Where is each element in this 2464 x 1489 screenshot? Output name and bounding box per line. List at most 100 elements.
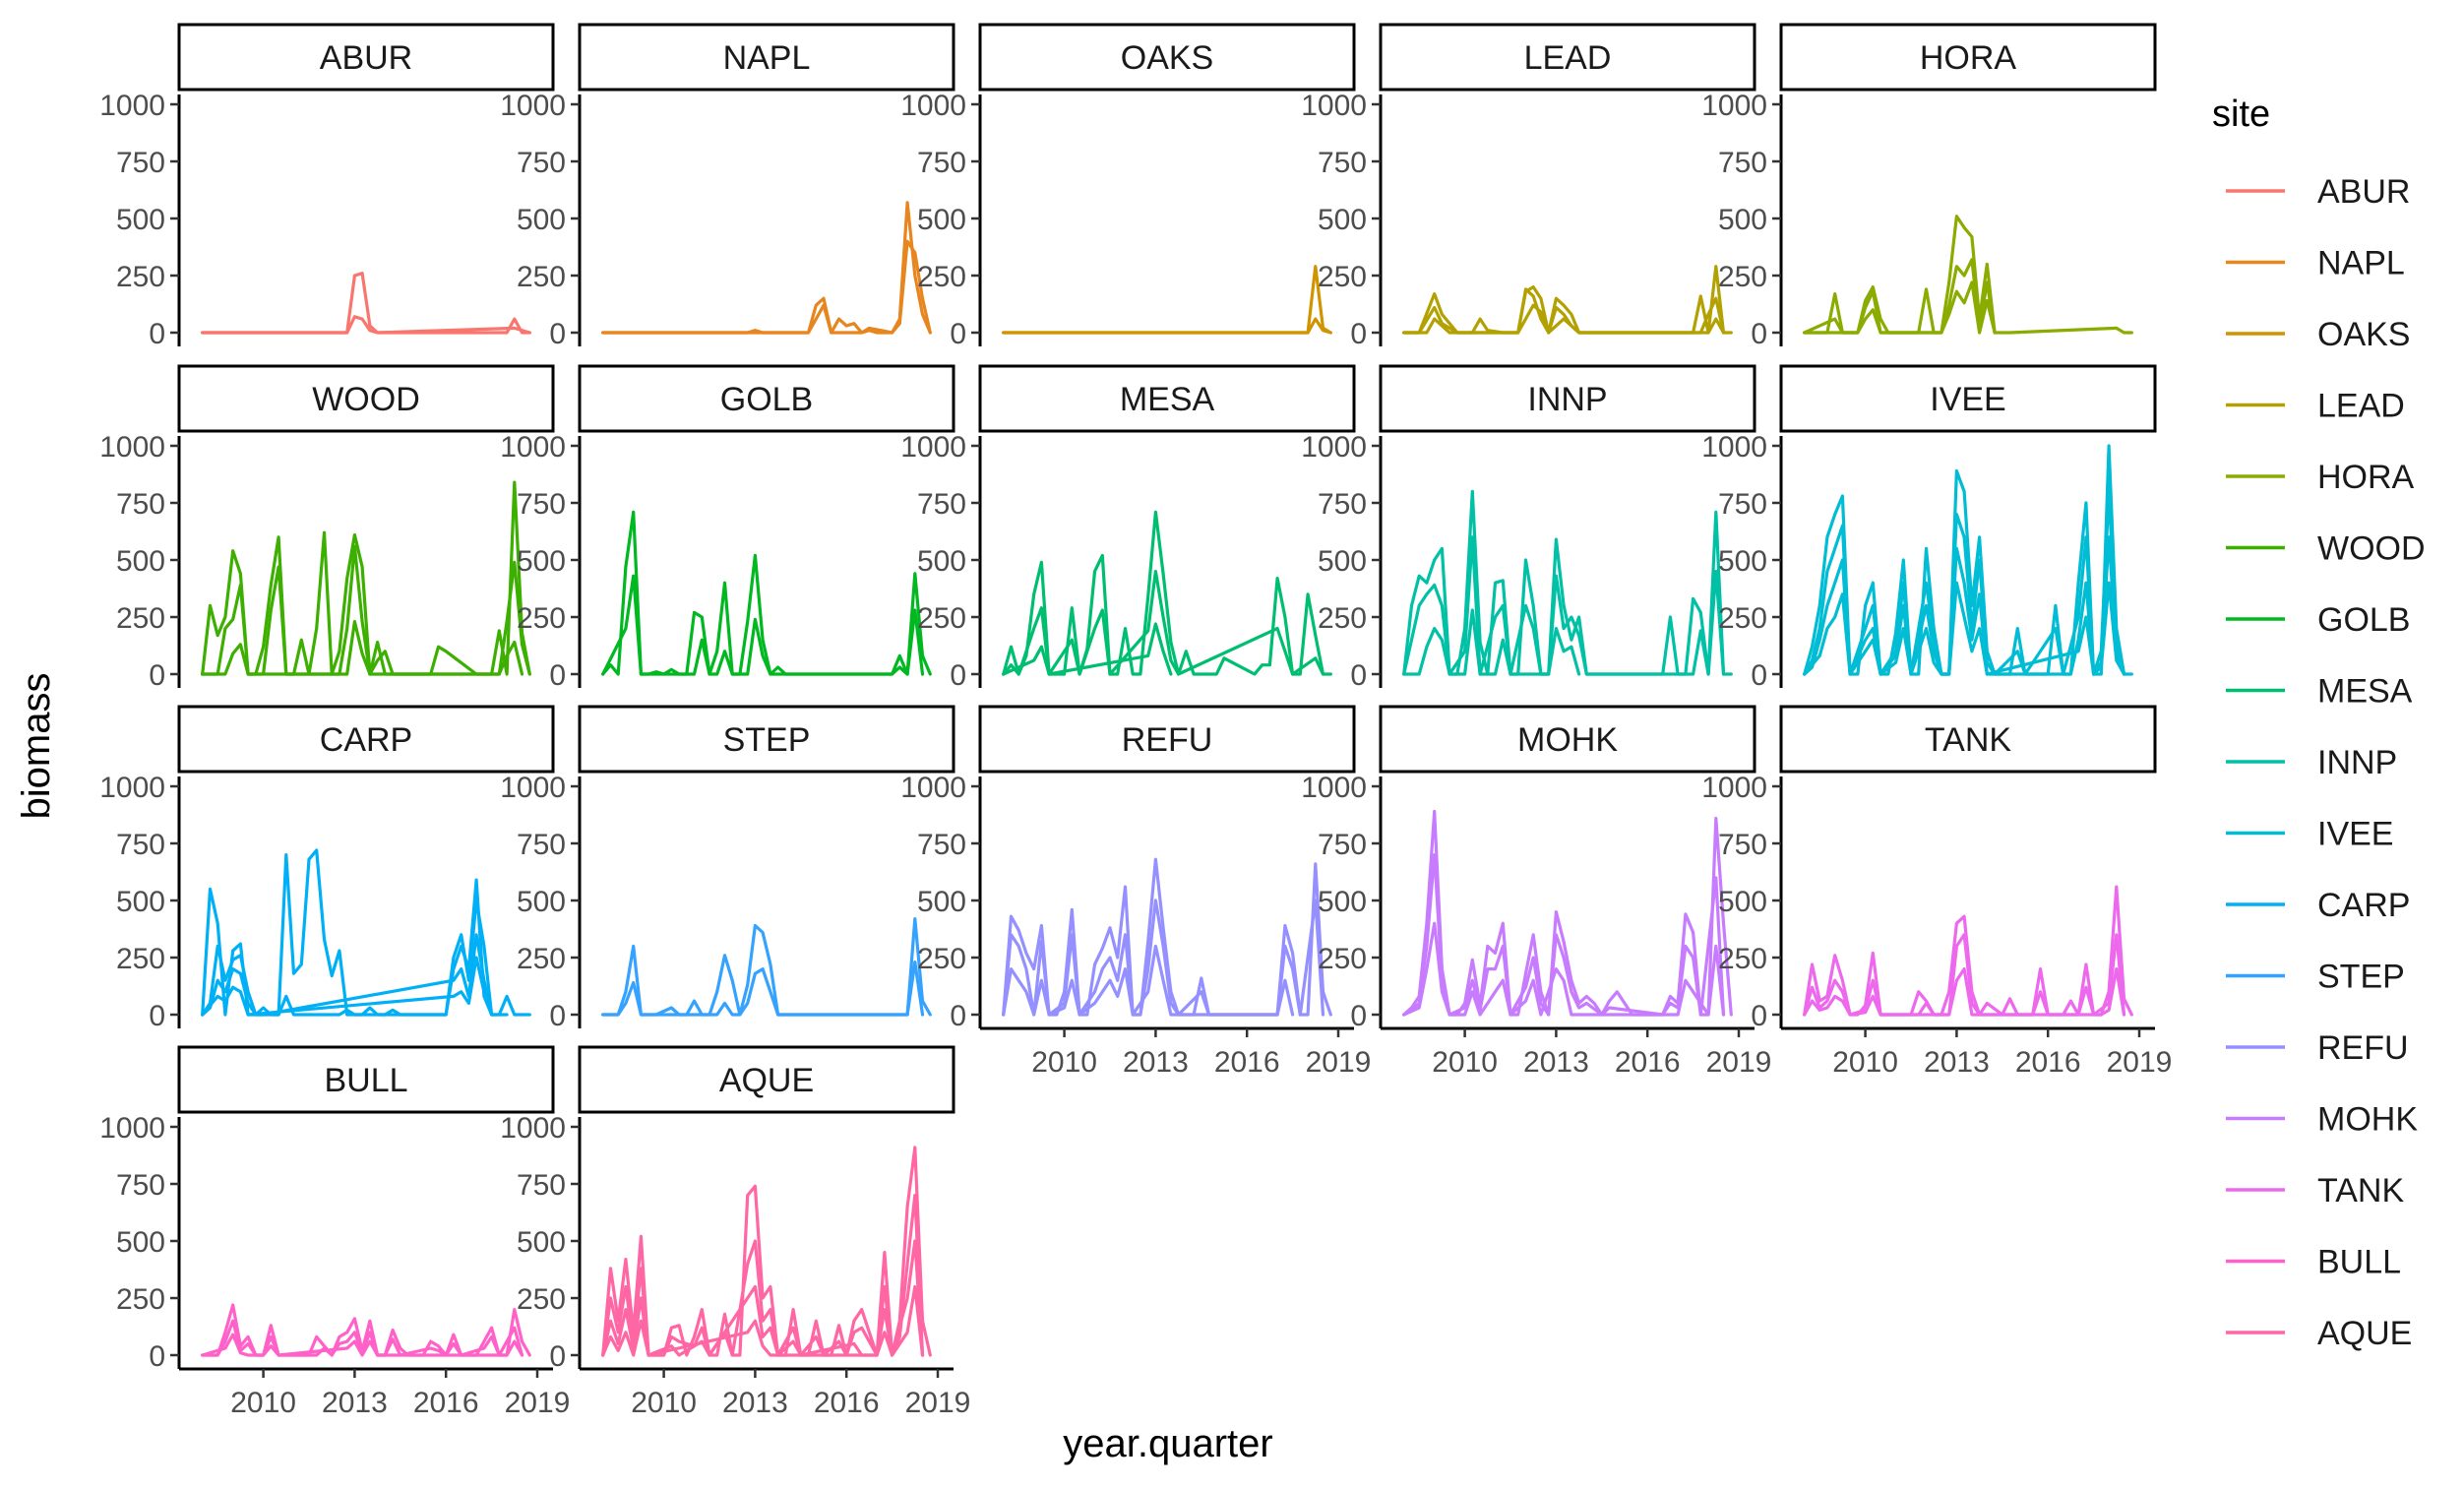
y-tick-label: 250	[517, 1283, 566, 1316]
y-tick-label: 750	[116, 147, 165, 179]
series-line-carp-4	[201, 956, 494, 1017]
legend-item-golb: GOLB	[2226, 601, 2410, 639]
y-tick-label: 1000	[1701, 772, 1767, 804]
legend-item-oaks: OAKS	[2226, 316, 2410, 353]
y-tick-label: 250	[1718, 261, 1767, 293]
facet-strip	[1779, 23, 2157, 92]
y-tick-label: 0	[549, 659, 566, 692]
facet-strip	[1379, 705, 1756, 774]
y-tick-label: 250	[116, 1283, 165, 1316]
y-tick-label: 0	[950, 318, 966, 350]
legend-label: MESA	[2317, 673, 2413, 711]
legend-item-innp: INNP	[2226, 744, 2397, 781]
legend-label: GOLB	[2317, 601, 2410, 639]
y-tick-label: 750	[517, 1169, 566, 1202]
y-tick-label: 1000	[1701, 90, 1767, 122]
series-line-mohk-2	[1402, 852, 1726, 1017]
x-tick-label: 2013	[1123, 1046, 1189, 1079]
facet-strip-label: STEP	[723, 721, 811, 759]
y-tick-label: 500	[517, 886, 566, 918]
legend-label: ABUR	[2317, 173, 2410, 211]
y-tick-label: 250	[517, 943, 566, 975]
y-tick-label: 250	[116, 602, 165, 635]
facet-strip	[978, 364, 1356, 433]
y-tick-label: 250	[917, 261, 966, 293]
series-line-mesa-2	[1002, 569, 1325, 676]
legend: site ABUR NAPL OAKS LEAD HORA WOOD GOLB MESA INN…	[2212, 93, 2426, 1352]
facet-panel-wood: WOOD 0 250 500 750 1000	[99, 364, 555, 692]
facet-strip	[177, 705, 555, 774]
y-tick-label: 0	[1350, 318, 1367, 350]
x-tick-label: 2010	[1832, 1046, 1898, 1079]
legend-label: STEP	[2317, 959, 2405, 996]
facet-strip	[978, 23, 1356, 92]
facet-strip-label: OAKS	[1121, 39, 1213, 77]
y-tick-label: 750	[517, 488, 566, 521]
y-tick-label: 250	[116, 943, 165, 975]
y-tick-label: 750	[917, 147, 966, 179]
series-line-lead-3	[1402, 303, 1726, 335]
y-tick-label: 1000	[99, 90, 165, 122]
y-tick-label: 1000	[500, 90, 566, 122]
y-tick-label: 500	[1718, 204, 1767, 236]
legend-label: LEAD	[2317, 388, 2405, 425]
legend-item-tank: TANK	[2226, 1172, 2404, 1210]
y-tick-label: 750	[917, 488, 966, 521]
facet-panel-napl: NAPL 0 250 500 750 1000	[500, 23, 955, 350]
facet-strip-label: BULL	[324, 1062, 407, 1099]
series-line-aque-3	[601, 1239, 925, 1357]
series-line-carp-2	[201, 899, 509, 1017]
y-tick-label: 750	[517, 829, 566, 861]
y-tick-label: 250	[1318, 943, 1367, 975]
facet-strip-label: CARP	[320, 721, 412, 759]
y-tick-label: 0	[149, 1340, 165, 1373]
legend-label: CARP	[2317, 887, 2410, 924]
series-line-ivee-3	[1803, 535, 2126, 676]
facet-strip	[578, 364, 955, 433]
y-tick-label: 0	[1350, 659, 1367, 692]
legend-label: WOOD	[2317, 530, 2426, 568]
series-line-golb-2	[601, 574, 925, 676]
y-tick-label: 1000	[1701, 431, 1767, 464]
facet-panel-innp: INNP 0 250 500 750 1000	[1301, 364, 1756, 692]
facet-panel-aque: AQUE 0 250 500 750 1000 2010 2013 2016 2019	[500, 1045, 970, 1419]
facet-strip	[578, 1045, 955, 1114]
facet-strip-label: WOOD	[312, 381, 420, 418]
series-line-aque-4	[601, 1284, 925, 1357]
facet-strip	[1379, 23, 1756, 92]
facet-strip	[578, 705, 955, 774]
facet-strip-label: TANK	[1925, 721, 2011, 759]
legend-item-carp: CARP	[2226, 887, 2410, 924]
y-tick-label: 500	[1318, 886, 1367, 918]
y-tick-label: 1000	[500, 772, 566, 804]
x-tick-label: 2010	[1432, 1046, 1498, 1079]
series-line-innp-2	[1402, 535, 1726, 676]
y-tick-label: 0	[149, 659, 165, 692]
legend-item-refu: REFU	[2226, 1029, 2409, 1067]
series-line-ivee-4	[1803, 581, 2126, 676]
facet-strip	[177, 23, 555, 92]
series-line-refu-3	[1002, 944, 1295, 1017]
legend-item-bull: BULL	[2226, 1244, 2401, 1281]
y-tick-label: 0	[149, 1000, 165, 1032]
y-tick-label: 500	[1718, 886, 1767, 918]
y-tick-label: 250	[517, 602, 566, 635]
facet-strip-label: HORA	[1920, 39, 2017, 77]
series-line-mohk-3	[1402, 921, 1726, 1017]
series-line-abur-2	[201, 315, 531, 335]
facet-panel-ivee: IVEE 0 250 500 750 1000	[1701, 364, 2157, 692]
facet-strip-label: LEAD	[1524, 39, 1612, 77]
series-line-bull-3	[201, 1333, 524, 1357]
y-tick-label: 0	[1751, 318, 1767, 350]
y-tick-label: 0	[950, 1000, 966, 1032]
y-tick-label: 500	[116, 545, 165, 578]
y-tick-label: 250	[517, 261, 566, 293]
facet-strip-label: REFU	[1122, 721, 1213, 759]
y-tick-label: 250	[1718, 943, 1767, 975]
facet-panel-bull: BULL 0 250 500 750 1000 2010 2013 2016 2019	[99, 1045, 570, 1419]
x-tick-label: 2010	[1031, 1046, 1097, 1079]
legend-item-step: STEP	[2226, 959, 2405, 996]
y-tick-label: 250	[1318, 602, 1367, 635]
y-tick-label: 0	[549, 1000, 566, 1032]
facet-strip-label: ABUR	[320, 39, 412, 77]
